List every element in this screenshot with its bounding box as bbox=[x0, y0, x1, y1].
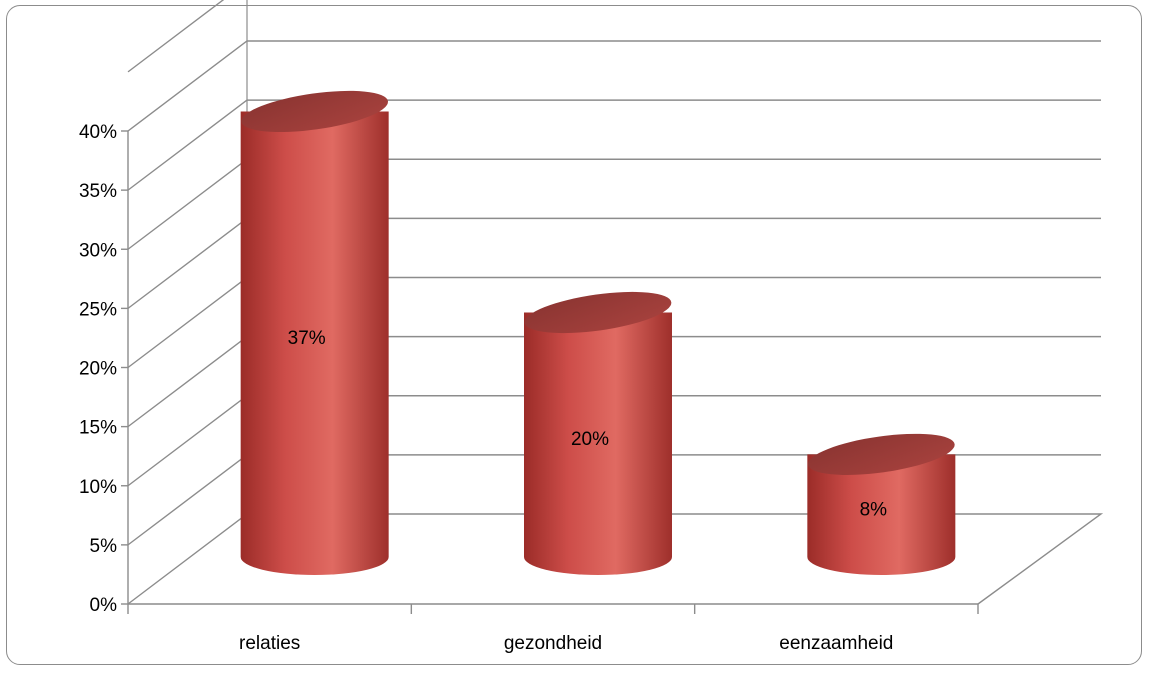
bar-body bbox=[524, 312, 672, 575]
bars: 37% 20% 8% bbox=[240, 90, 956, 575]
bar-top bbox=[524, 291, 672, 334]
bar-body bbox=[807, 454, 956, 575]
y-tick-label: 5% bbox=[90, 536, 118, 557]
floor-gridline bbox=[127, 513, 1104, 605]
y-tick-label: 35% bbox=[79, 181, 117, 202]
y-tick-labels: 0% 5% 10% 15% 20% 25% 30% 35% 40% bbox=[79, 122, 117, 616]
y-tick-label: 10% bbox=[79, 477, 117, 498]
bar: 37% bbox=[240, 90, 389, 575]
y-tick-label: 0% bbox=[90, 595, 118, 616]
y-tick-label: 30% bbox=[79, 240, 117, 261]
x-axis bbox=[127, 603, 979, 614]
y-tick-label: 25% bbox=[79, 299, 117, 320]
y-tick-label: 20% bbox=[79, 359, 117, 380]
gridlines bbox=[127, 0, 1104, 605]
bar: 8% bbox=[807, 433, 956, 575]
wall-top-edge bbox=[127, 0, 225, 73]
y-axis bbox=[121, 130, 129, 605]
x-tick-labels: relaties gezondheid eenzaamheid bbox=[239, 633, 893, 654]
data-label: 8% bbox=[860, 500, 888, 521]
bar-body bbox=[240, 111, 389, 575]
data-label: 20% bbox=[571, 429, 609, 450]
y-tick-label: 15% bbox=[79, 418, 117, 439]
bar: 20% bbox=[524, 291, 672, 575]
data-label: 37% bbox=[288, 328, 326, 349]
bar-top bbox=[808, 433, 955, 475]
bar-top bbox=[241, 90, 388, 133]
y-tick-label: 40% bbox=[79, 122, 117, 143]
x-tick-label: eenzaamheid bbox=[779, 633, 893, 654]
x-tick-label: relaties bbox=[239, 633, 300, 654]
x-tick-label: gezondheid bbox=[504, 633, 602, 654]
